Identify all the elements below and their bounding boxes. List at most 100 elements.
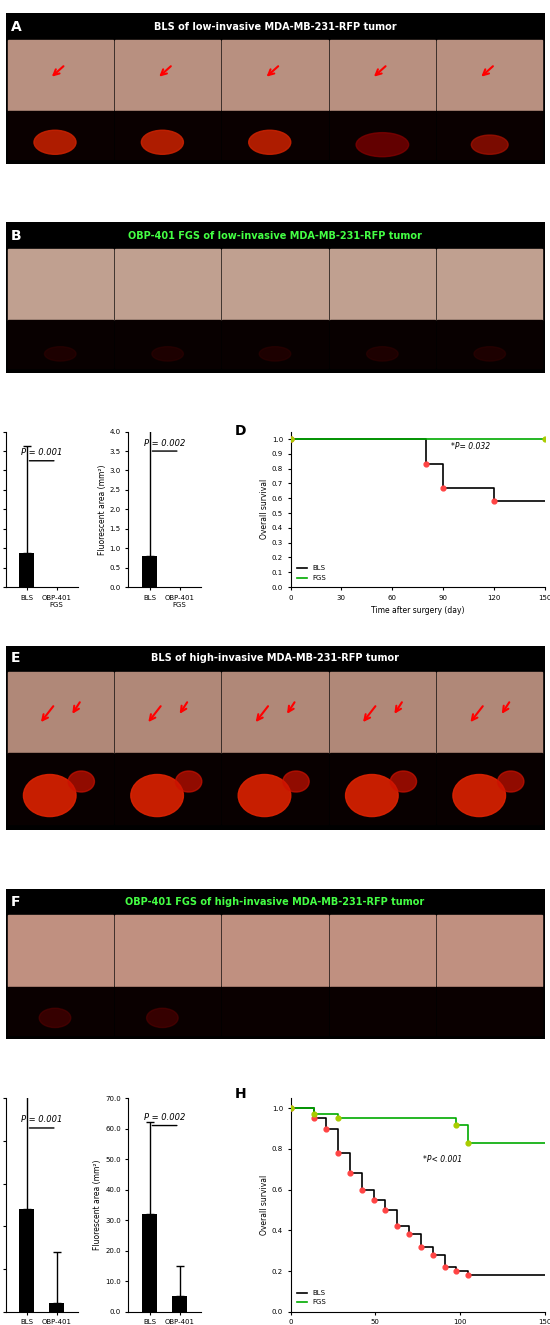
Ellipse shape xyxy=(175,771,202,792)
BLS xyxy=(359,1182,365,1198)
Bar xyxy=(6,889,544,916)
Bar xyxy=(330,249,435,319)
Bar xyxy=(437,754,542,824)
Bar xyxy=(8,672,113,753)
Bar xyxy=(222,40,328,110)
Bar xyxy=(222,111,328,159)
Ellipse shape xyxy=(147,1008,178,1027)
FGS xyxy=(453,1117,460,1133)
Bar xyxy=(222,321,328,368)
Point xyxy=(438,477,447,498)
BLS xyxy=(370,1192,377,1208)
Bar xyxy=(8,754,113,824)
Point xyxy=(381,1199,390,1220)
Bar xyxy=(437,987,542,1035)
Bar xyxy=(8,249,113,319)
Bar xyxy=(115,916,220,986)
FGS xyxy=(311,1106,317,1122)
Point xyxy=(286,428,295,449)
Point xyxy=(464,1264,473,1285)
BLS xyxy=(423,431,430,447)
BLS xyxy=(394,1218,400,1234)
Ellipse shape xyxy=(131,775,183,816)
Text: A: A xyxy=(11,20,21,34)
BLS xyxy=(491,493,497,509)
BLS xyxy=(370,1182,377,1198)
Point xyxy=(286,1097,295,1118)
Bar xyxy=(8,111,113,159)
Ellipse shape xyxy=(471,135,508,154)
Bar xyxy=(115,111,220,159)
Bar xyxy=(437,916,542,986)
Y-axis label: Overall survival: Overall survival xyxy=(260,480,269,539)
BLS xyxy=(406,1227,412,1243)
Point xyxy=(452,1114,461,1136)
FGS xyxy=(541,1136,548,1151)
BLS xyxy=(417,1239,424,1255)
BLS xyxy=(311,1110,317,1126)
Bar xyxy=(437,249,542,319)
FGS xyxy=(465,1136,472,1151)
BLS xyxy=(335,1121,342,1137)
BLS xyxy=(491,480,497,496)
Point xyxy=(393,1215,402,1236)
Bar xyxy=(8,987,113,1035)
FGS xyxy=(453,1110,460,1126)
Ellipse shape xyxy=(356,132,409,156)
Y-axis label: Fluorescent area (mm²): Fluorescent area (mm²) xyxy=(98,464,107,555)
Point xyxy=(490,490,498,511)
Ellipse shape xyxy=(390,771,416,792)
BLS xyxy=(287,431,294,447)
BLS xyxy=(453,1259,460,1275)
FGS xyxy=(335,1110,342,1126)
Bar xyxy=(330,987,435,1035)
Text: P = 0.001: P = 0.001 xyxy=(21,448,62,457)
Text: B: B xyxy=(11,229,21,242)
Point xyxy=(422,453,431,474)
BLS xyxy=(441,1259,448,1275)
Point xyxy=(286,428,295,449)
BLS xyxy=(382,1202,389,1218)
BLS xyxy=(346,1145,353,1161)
Point xyxy=(322,1118,331,1140)
Text: BLS of low-invasive MDA-MB-231-RFP tumor: BLS of low-invasive MDA-MB-231-RFP tumor xyxy=(153,21,397,32)
Bar xyxy=(222,754,328,824)
BLS xyxy=(465,1267,472,1283)
BLS xyxy=(453,1263,460,1279)
Bar xyxy=(437,40,542,110)
Text: OBP-401 FGS of high-invasive MDA-MB-231-RFP tumor: OBP-401 FGS of high-invasive MDA-MB-231-… xyxy=(125,897,425,908)
Bar xyxy=(330,111,435,159)
Point xyxy=(358,1179,366,1200)
Legend: BLS, FGS: BLS, FGS xyxy=(294,563,329,583)
Line: BLS: BLS xyxy=(290,1108,544,1275)
Line: BLS: BLS xyxy=(290,439,544,501)
BLS xyxy=(323,1121,329,1137)
Bar xyxy=(8,321,113,368)
BLS xyxy=(439,480,446,496)
BLS xyxy=(541,493,548,509)
Y-axis label: Overall survival: Overall survival xyxy=(260,1175,269,1235)
Bar xyxy=(222,249,328,319)
BLS xyxy=(465,1263,472,1279)
BLS xyxy=(394,1202,400,1218)
Text: P = 0.002: P = 0.002 xyxy=(144,439,185,448)
Bar xyxy=(222,672,328,753)
Bar xyxy=(115,40,220,110)
BLS xyxy=(406,1218,412,1234)
BLS xyxy=(430,1247,436,1263)
Ellipse shape xyxy=(345,775,398,816)
Text: F: F xyxy=(11,896,20,909)
Ellipse shape xyxy=(141,130,183,154)
Text: E: E xyxy=(11,651,20,665)
Point xyxy=(345,1163,354,1185)
Bar xyxy=(330,754,435,824)
Point xyxy=(310,1108,318,1129)
Bar xyxy=(49,1304,64,1312)
Point xyxy=(440,1256,449,1277)
BLS xyxy=(417,1227,424,1243)
Ellipse shape xyxy=(68,771,95,792)
Point xyxy=(310,1104,318,1125)
Point xyxy=(464,1133,473,1154)
Text: D: D xyxy=(235,424,246,437)
Bar xyxy=(437,321,542,368)
